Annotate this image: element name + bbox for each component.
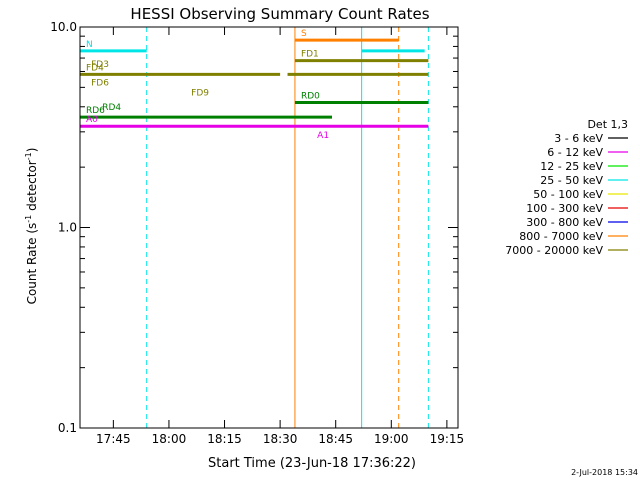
flag-label-extra-1: FD6 bbox=[91, 79, 109, 89]
flag-label-fd1: FD1 bbox=[301, 50, 319, 60]
legend-label-4: 50 - 100 keV bbox=[533, 188, 603, 201]
chart-title: HESSI Observing Summary Count Rates bbox=[130, 5, 429, 23]
flag-label-extra-0: FD3 bbox=[91, 60, 109, 70]
y-axis-label-sup1: -1 bbox=[24, 215, 33, 223]
legend-label-2: 12 - 25 keV bbox=[540, 160, 603, 173]
flag-label-a0: A0 bbox=[86, 115, 98, 125]
date-stamp: 2-Jul-2018 15:34 bbox=[571, 468, 638, 477]
legend-label-6: 300 - 800 keV bbox=[526, 216, 603, 229]
legend-title: Det 1,3 bbox=[587, 118, 628, 131]
x-tick-label-0: 17:45 bbox=[96, 432, 131, 446]
plot-area: N S FD4 RD6 RD0 FD1 A0 FD3 FD6 FD9 RD4 A1 bbox=[79, 27, 429, 428]
y-axis-label: Count Rate (s-1 detector-1) bbox=[24, 148, 39, 305]
x-tick-label-3: 18:30 bbox=[263, 432, 298, 446]
flag-label-night: N bbox=[86, 40, 93, 50]
y-tick-label-0: 0.1 bbox=[58, 421, 77, 435]
x-tick-label-2: 18:15 bbox=[207, 432, 242, 446]
legend-label-5: 100 - 300 keV bbox=[526, 202, 603, 215]
flag-label-extra-2: FD9 bbox=[191, 89, 209, 99]
x-axis-label: Start Time (23-Jun-18 17:36:22) bbox=[208, 456, 416, 471]
axes: 17:45 18:00 18:15 18:30 18:45 19:00 19:15 0.1 1.… bbox=[50, 20, 464, 446]
legend-label-0: 3 - 6 keV bbox=[554, 132, 603, 145]
y-axis-label-main: Count Rate (s bbox=[25, 223, 39, 305]
x-tick-label-4: 18:45 bbox=[318, 432, 353, 446]
x-tick-label-6: 19:15 bbox=[430, 432, 465, 446]
x-tick-label-5: 19:00 bbox=[374, 432, 409, 446]
legend-label-8: 7000 - 20000 keV bbox=[505, 244, 603, 257]
flag-label-extra-4: A1 bbox=[317, 131, 329, 141]
y-tick-label-1: 1.0 bbox=[58, 221, 77, 235]
flag-label-rd6: RD6 bbox=[86, 106, 105, 116]
legend-label-7: 800 - 7000 keV bbox=[519, 230, 603, 243]
flag-label-saa: S bbox=[301, 29, 307, 39]
flag-label-fd4: FD4 bbox=[86, 63, 104, 73]
y-axis-label-sup2: -1 bbox=[24, 152, 33, 160]
y-tick-label-2: 10.0 bbox=[50, 20, 77, 34]
x-tick-label-1: 18:00 bbox=[152, 432, 187, 446]
y-axis-label-end: ) bbox=[25, 148, 39, 153]
flag-label-rd0: RD0 bbox=[301, 92, 320, 102]
legend-label-1: 6 - 12 keV bbox=[547, 146, 603, 159]
flag-label-extra-3: RD4 bbox=[102, 103, 121, 113]
y-axis-label-mid: detector bbox=[25, 160, 39, 215]
legend-label-3: 25 - 50 keV bbox=[540, 174, 603, 187]
